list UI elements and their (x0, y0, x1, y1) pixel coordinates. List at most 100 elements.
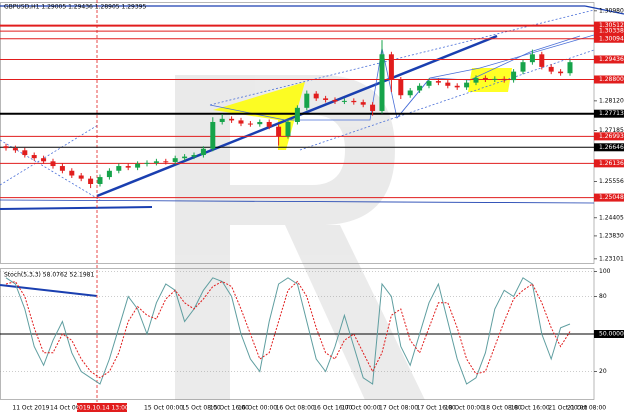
candle-body (473, 77, 479, 83)
level-label: 1.26136 (599, 160, 624, 167)
candle-body (529, 54, 535, 63)
x-tick-label: 15 Oct 00:00 (144, 405, 183, 412)
level-label: 1.26646 (599, 144, 624, 151)
candle-body (351, 100, 357, 103)
candle-body (182, 156, 188, 159)
candle-body (153, 161, 159, 163)
candle-body (78, 175, 84, 179)
candle-body (539, 54, 545, 67)
candle-body (548, 66, 554, 72)
candle-body (41, 158, 47, 162)
candle-body (97, 177, 103, 184)
candle-body (454, 85, 460, 88)
candle-body (12, 148, 18, 151)
channel-line (0, 139, 101, 201)
drawings (0, 0, 624, 402)
channel-line (0, 124, 99, 186)
level-label: 1.30094 (599, 35, 624, 42)
level-box (594, 34, 624, 43)
candle-body (59, 166, 65, 171)
stoch-line (5, 280, 571, 379)
level-box (594, 27, 624, 36)
candle-body (341, 100, 347, 102)
candle-body (125, 166, 131, 168)
candle-body (229, 118, 235, 121)
trend-line (0, 199, 595, 204)
x-tick-label: 17 Oct 16:00 (417, 405, 456, 412)
x-tick-label: 14 Oct 00:00 (50, 405, 89, 412)
y-tick-label: 1.25556 (599, 178, 624, 185)
candle-body (144, 162, 150, 164)
candle-body (238, 120, 244, 124)
y-tick-label: 20 (599, 368, 607, 375)
candle-body (200, 148, 206, 156)
candle-body (191, 155, 197, 157)
x-tick-label: 16 Oct 16:00 (313, 405, 352, 412)
candle-body (379, 54, 385, 111)
candle-body (304, 93, 310, 108)
candle-body (247, 123, 253, 125)
level-label: 1.30512 (599, 22, 624, 29)
level-label: 50.0000 (599, 331, 624, 338)
candle-body (398, 79, 404, 96)
candle-body (219, 118, 225, 122)
candle-body (210, 121, 216, 149)
highlight-zone (213, 82, 305, 150)
x-tick-label: 11 Oct 2019 (12, 405, 49, 412)
candle-body (558, 71, 564, 74)
candle-body (116, 166, 122, 171)
level-label: 1.28800 (599, 76, 624, 83)
candle-body (360, 102, 366, 105)
level-box (594, 109, 624, 118)
y-tick-label: 1.27185 (599, 127, 624, 134)
candle-body (313, 93, 319, 99)
candle-body (276, 126, 282, 137)
candle-body (257, 121, 263, 125)
candle-body (501, 78, 507, 81)
crosshair-label: 2019.10.14 13:00 (75, 405, 129, 412)
candle-body (163, 161, 169, 163)
candle-body (482, 77, 488, 80)
x-tick-label: 18 Oct 00:00 (445, 405, 484, 412)
y-tick-label: 1.30980 (599, 7, 624, 14)
candle-body (285, 121, 291, 137)
highlight-zone (468, 68, 512, 92)
y-tick-label: 1.23830 (599, 232, 624, 239)
candle-body (294, 107, 300, 122)
candle-body (332, 99, 338, 102)
x-tick-label: 15 Oct 08:00 (182, 405, 221, 412)
chart-title: GBPUSD,H1 1.29005 1.29436 1.28905 1.2939… (4, 4, 146, 11)
y-tick-label: 1.23101 (599, 255, 624, 262)
candle-body (3, 146, 9, 149)
x-tick-label: 21 Oct 00:00 (548, 405, 587, 412)
level-label: 1.30338 (599, 28, 624, 35)
candle-body (22, 150, 28, 156)
x-tick-label: 18 Oct 08:00 (482, 405, 521, 412)
candle-body (492, 78, 498, 80)
candle-body (135, 163, 141, 168)
candle-body (50, 161, 56, 167)
candle-body (31, 155, 37, 159)
level-box (594, 55, 624, 64)
candle-body (266, 121, 272, 127)
candle-body (69, 170, 75, 176)
candle-body (388, 54, 394, 80)
x-tick-label: 18 Oct 16:00 (511, 405, 550, 412)
level-label: 1.26993 (599, 133, 624, 140)
level-box (594, 75, 624, 84)
candle-body (370, 104, 376, 111)
candle-body (426, 81, 432, 86)
x-tick-label: 17 Oct 00:00 (341, 405, 380, 412)
crosshair-box (77, 403, 127, 412)
x-tick-label: 17 Oct 08:00 (379, 405, 418, 412)
candle-body (323, 98, 329, 100)
stoch-title: Stoch(5,3,3) 58.0762 52.1981 (4, 272, 95, 279)
candle-body (106, 170, 112, 178)
candle-body (172, 158, 178, 162)
level-label: 1.25048 (599, 194, 624, 201)
level-box (594, 159, 624, 168)
y-tick-label: 1.24405 (599, 214, 624, 221)
stoch-line (5, 277, 571, 385)
